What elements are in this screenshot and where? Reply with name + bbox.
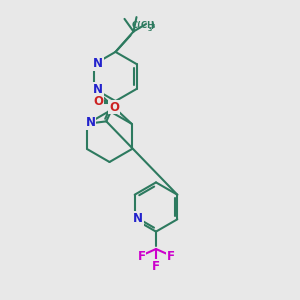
Text: ): ) xyxy=(150,21,154,30)
Text: ₃: ₃ xyxy=(152,21,155,30)
Text: 3: 3 xyxy=(148,27,152,32)
Text: O: O xyxy=(109,101,119,114)
Text: F: F xyxy=(152,260,160,273)
Text: N: N xyxy=(93,57,103,70)
Text: C(CH: C(CH xyxy=(132,21,155,30)
Text: N: N xyxy=(93,83,103,96)
Text: F: F xyxy=(167,250,174,263)
Text: O: O xyxy=(93,94,103,108)
Text: N: N xyxy=(85,116,95,129)
Text: N: N xyxy=(133,212,143,225)
Text: F: F xyxy=(138,250,146,263)
